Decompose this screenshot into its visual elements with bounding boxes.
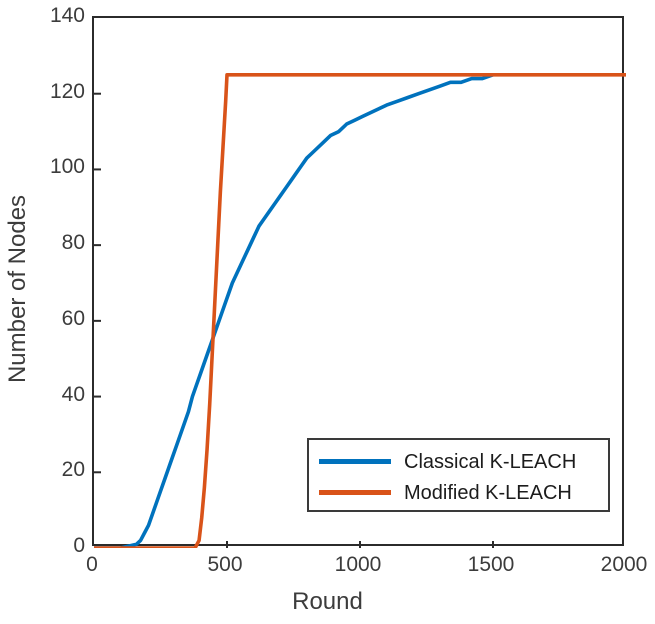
y-axis-tick-labels: 0 20 40 60 80 100 120 140 <box>0 0 85 624</box>
legend-item-label: Classical K-LEACH <box>404 450 577 473</box>
x-tick-label: 500 <box>207 553 243 576</box>
x-tick-label: 2000 <box>600 553 648 576</box>
y-tick-label: 20 <box>61 458 85 482</box>
x-axis-label: Round <box>292 588 363 615</box>
y-tick-label: 40 <box>61 382 85 406</box>
axis-ticks <box>94 92 494 548</box>
y-tick-label: 60 <box>61 306 85 330</box>
series-line-classical <box>94 73 494 548</box>
legend-item[interactable]: Modified K-LEACH <box>319 477 598 508</box>
data-series-group <box>94 72 626 548</box>
x-tick-label: 1500 <box>467 553 515 576</box>
y-tick-label: 0 <box>73 534 85 557</box>
y-tick-label: 80 <box>61 231 85 255</box>
y-tick-label: 100 <box>49 155 85 179</box>
series-line-modified <box>94 72 626 548</box>
legend-item[interactable]: Classical K-LEACH <box>319 446 598 477</box>
legend-color-swatch <box>319 459 391 464</box>
y-tick-label: 120 <box>49 79 85 103</box>
y-tick-label: 140 <box>49 4 85 27</box>
x-tick-label: 1000 <box>334 553 382 576</box>
x-tick-label: 0 <box>86 553 98 576</box>
chart-legend: Classical K-LEACH Modified K-LEACH <box>307 438 610 512</box>
y-axis-label: Number of Nodes <box>4 194 31 384</box>
legend-color-swatch <box>319 490 391 495</box>
legend-item-label: Modified K-LEACH <box>404 481 572 504</box>
x-axis-tick-labels: 0 500 1000 1500 2000 <box>0 553 655 583</box>
plot-canvas <box>94 72 626 548</box>
